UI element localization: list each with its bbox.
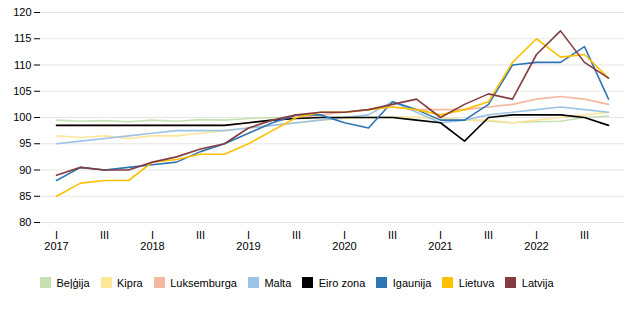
html-text:Igaunija: Igaunija — [392, 276, 432, 289]
svg-text:85: 85 — [19, 190, 31, 202]
html-text:Malta: Malta — [264, 276, 292, 289]
svg-text:III: III — [484, 229, 493, 241]
svg-text:I2021: I2021 — [428, 229, 452, 252]
html-text:Lietuva: Lietuva — [458, 276, 495, 289]
svg-text:I2017: I2017 — [44, 229, 68, 252]
svg-text:120: 120 — [13, 6, 31, 18]
svg-text:I2019: I2019 — [236, 229, 260, 252]
svg-text:90: 90 — [19, 164, 31, 176]
html-text:Eiro zona: Eiro zona — [318, 276, 366, 289]
svg-text:III: III — [100, 229, 109, 241]
html-text:Latvija: Latvija — [521, 276, 554, 289]
svg-text:100: 100 — [13, 111, 31, 123]
html-text:Luksemburga: Luksemburga — [170, 276, 237, 289]
html-text:Beļģija: Beļģija — [56, 276, 90, 289]
svg-text:110: 110 — [14, 59, 32, 71]
svg-text:I2018: I2018 — [140, 229, 164, 252]
svg-text:I2020: I2020 — [332, 229, 356, 252]
svg-text:95: 95 — [19, 137, 31, 149]
svg-text:80: 80 — [19, 216, 31, 228]
svg-text:115: 115 — [14, 32, 32, 44]
html-text:Kipra: Kipra — [117, 276, 143, 289]
svg-text:105: 105 — [13, 85, 31, 97]
svg-text:III: III — [580, 229, 589, 241]
svg-text:III: III — [292, 229, 301, 241]
svg-text:III: III — [388, 229, 397, 241]
svg-text:I2022: I2022 — [524, 229, 548, 252]
svg-text:III: III — [196, 229, 205, 241]
